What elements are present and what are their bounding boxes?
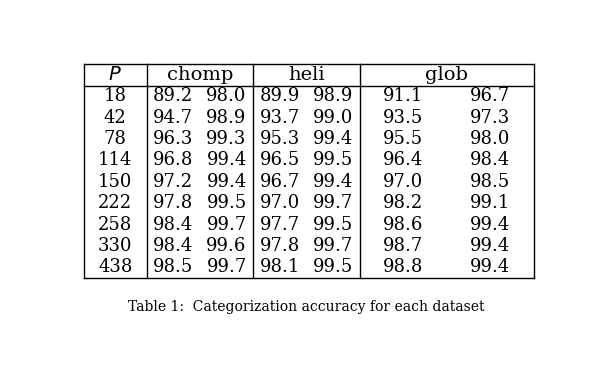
- Text: 99.5: 99.5: [313, 258, 353, 276]
- Text: 42: 42: [104, 109, 127, 127]
- Text: 98.7: 98.7: [383, 237, 423, 255]
- Text: 93.5: 93.5: [383, 109, 423, 127]
- Text: 99.3: 99.3: [206, 130, 247, 148]
- Text: 98.9: 98.9: [313, 87, 353, 105]
- Text: 222: 222: [98, 194, 132, 212]
- Text: 97.0: 97.0: [260, 194, 300, 212]
- Text: 96.7: 96.7: [260, 173, 300, 191]
- Text: 98.4: 98.4: [153, 216, 193, 233]
- Text: 99.5: 99.5: [313, 151, 353, 169]
- Text: 99.7: 99.7: [206, 216, 246, 233]
- Text: 98.9: 98.9: [206, 109, 247, 127]
- Text: chomp: chomp: [167, 66, 233, 84]
- Text: Table 1:  Categorization accuracy for each dataset: Table 1: Categorization accuracy for eac…: [128, 299, 485, 313]
- Text: 258: 258: [98, 216, 132, 233]
- Text: 96.3: 96.3: [153, 130, 193, 148]
- Text: 97.2: 97.2: [153, 173, 193, 191]
- Text: 97.8: 97.8: [260, 237, 300, 255]
- Text: 91.1: 91.1: [383, 87, 423, 105]
- Text: 99.4: 99.4: [206, 151, 246, 169]
- Text: 93.7: 93.7: [260, 109, 300, 127]
- Text: 98.4: 98.4: [470, 151, 510, 169]
- Text: 99.4: 99.4: [470, 258, 510, 276]
- Text: 96.4: 96.4: [383, 151, 423, 169]
- Text: 98.2: 98.2: [383, 194, 423, 212]
- Text: 99.4: 99.4: [313, 173, 353, 191]
- Text: 99.7: 99.7: [313, 237, 353, 255]
- Text: 99.4: 99.4: [470, 216, 510, 233]
- Text: 97.8: 97.8: [153, 194, 193, 212]
- Text: 97.0: 97.0: [383, 173, 423, 191]
- Text: 98.1: 98.1: [260, 258, 300, 276]
- Text: 97.3: 97.3: [470, 109, 510, 127]
- Text: 95.3: 95.3: [260, 130, 300, 148]
- Text: 99.1: 99.1: [470, 194, 510, 212]
- Text: 99.7: 99.7: [206, 258, 246, 276]
- Text: 99.5: 99.5: [206, 194, 246, 212]
- Text: 98.5: 98.5: [470, 173, 510, 191]
- Text: 99.0: 99.0: [313, 109, 353, 127]
- Text: 94.7: 94.7: [153, 109, 193, 127]
- Text: 89.9: 89.9: [260, 87, 300, 105]
- Text: heli: heli: [288, 66, 325, 84]
- Text: 96.7: 96.7: [470, 87, 510, 105]
- Text: 98.6: 98.6: [383, 216, 423, 233]
- Text: $P$: $P$: [108, 66, 122, 84]
- Text: 96.5: 96.5: [260, 151, 300, 169]
- Text: 18: 18: [104, 87, 127, 105]
- Text: 330: 330: [98, 237, 133, 255]
- Text: 95.5: 95.5: [383, 130, 423, 148]
- Text: 99.4: 99.4: [206, 173, 246, 191]
- Text: 89.2: 89.2: [153, 87, 193, 105]
- Text: 114: 114: [98, 151, 133, 169]
- Text: 98.8: 98.8: [383, 258, 423, 276]
- Text: 99.6: 99.6: [206, 237, 247, 255]
- Text: 78: 78: [104, 130, 127, 148]
- Text: 98.0: 98.0: [206, 87, 247, 105]
- Text: 99.7: 99.7: [313, 194, 353, 212]
- Text: 96.8: 96.8: [153, 151, 193, 169]
- Text: 99.5: 99.5: [313, 216, 353, 233]
- Text: 98.5: 98.5: [153, 258, 193, 276]
- Text: glob: glob: [425, 66, 468, 84]
- Text: 97.7: 97.7: [260, 216, 300, 233]
- Text: 438: 438: [98, 258, 133, 276]
- Text: 99.4: 99.4: [470, 237, 510, 255]
- Text: 98.4: 98.4: [153, 237, 193, 255]
- Text: 98.0: 98.0: [470, 130, 510, 148]
- Text: 99.4: 99.4: [313, 130, 353, 148]
- Text: 150: 150: [98, 173, 133, 191]
